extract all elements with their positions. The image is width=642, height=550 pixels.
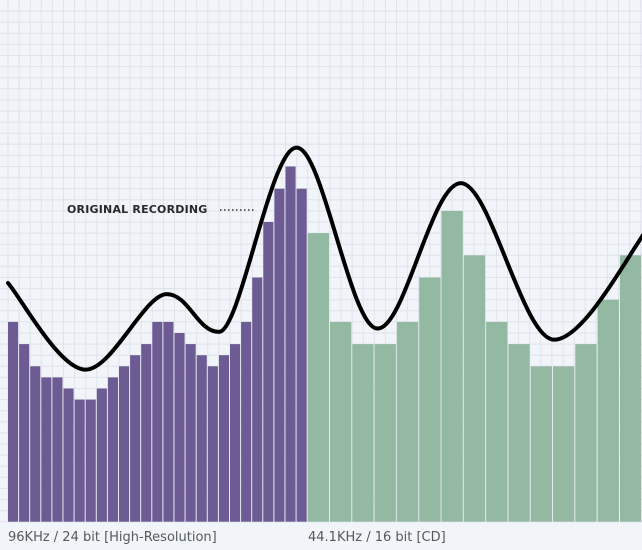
cd-bar <box>374 344 396 522</box>
hires-bar <box>252 277 263 522</box>
hires-bar <box>207 366 218 522</box>
original-recording-curve <box>6 145 642 372</box>
hires-bar <box>74 399 85 522</box>
hires-bar <box>218 355 229 522</box>
hires-bar <box>152 321 163 522</box>
cd-bar <box>575 344 597 522</box>
hires-bar <box>130 355 141 522</box>
cd-bar <box>597 299 619 522</box>
cd-bar <box>419 277 441 522</box>
hires-bar <box>119 366 130 522</box>
hires-bar <box>19 344 30 522</box>
hires-bar <box>196 355 207 522</box>
cd-bar <box>508 344 530 522</box>
hires-bar <box>185 344 196 522</box>
cd-bar <box>441 210 463 522</box>
hires-bar <box>241 321 252 522</box>
hires-bar <box>230 344 241 522</box>
cd-bar <box>330 321 352 522</box>
hires-bar <box>296 188 307 522</box>
hires-bar <box>141 344 152 522</box>
hires-caption: 96KHz / 24 bit [High-Resolution] <box>8 530 217 545</box>
original-recording-label: ORIGINAL RECORDING <box>67 203 208 216</box>
hires-bar <box>174 333 185 522</box>
cd-bar <box>486 321 508 522</box>
hires-bar <box>96 388 107 522</box>
hires-bar <box>285 166 296 522</box>
cd-bar <box>352 344 374 522</box>
cd-bar <box>463 255 486 522</box>
cd-bar <box>553 366 575 522</box>
cd-caption: 44.1KHz / 16 bit [CD] <box>308 530 446 545</box>
hires-bar <box>52 377 63 522</box>
hires-bar <box>8 321 19 522</box>
hires-bar <box>163 321 174 522</box>
hires-bar <box>63 388 74 522</box>
cd-bar <box>307 233 329 522</box>
hires-bar <box>41 377 52 522</box>
hires-bar <box>30 366 41 522</box>
cd-bar <box>619 255 642 522</box>
hires-bar <box>274 188 285 522</box>
cd-bar <box>530 366 552 522</box>
hires-bar <box>85 399 96 522</box>
cd-bar <box>396 321 419 522</box>
hires-bar <box>263 222 274 522</box>
hires-bar <box>107 377 118 522</box>
